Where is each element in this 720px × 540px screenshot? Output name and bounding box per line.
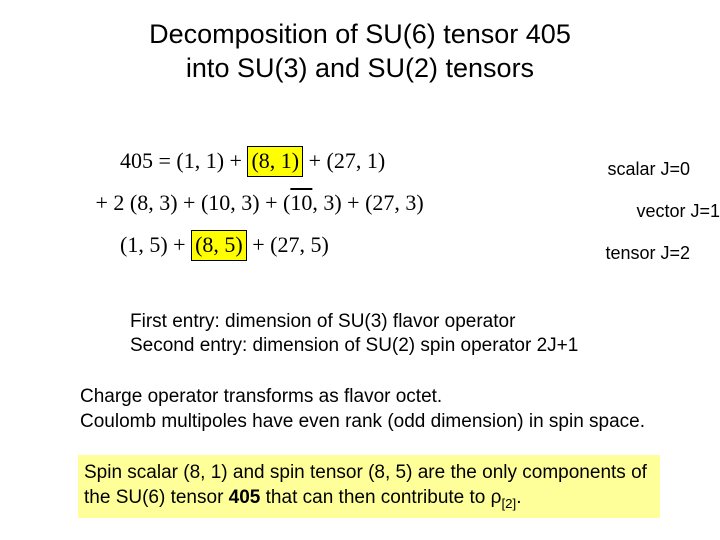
eq0-highlight: (8, 1) xyxy=(247,146,303,177)
equation-line-1: + 2 (8, 3) + (10, 3) + (10, 3) + (27, 3)… xyxy=(90,182,700,224)
equation-line-2: (1, 5) + (8, 5) + (27, 5) tensor J=2 xyxy=(120,224,700,266)
concl-mid: that can then contribute to xyxy=(260,487,490,508)
concl-end: . xyxy=(516,487,521,508)
slide-title: Decomposition of SU(6) tensor 405 into S… xyxy=(0,0,720,86)
title-line-2: into SU(3) and SU(2) tensors xyxy=(186,53,534,83)
concl-sub: [2] xyxy=(501,495,516,510)
eq0-post: + (27, 1) xyxy=(303,148,385,173)
explain-line-2: Second entry: dimension of SU(2) spin op… xyxy=(130,334,578,358)
charge-note: Charge operator transforms as flavor oct… xyxy=(80,385,645,434)
j-label-2: tensor J=2 xyxy=(605,232,690,274)
charge-line-1: Charge operator transforms as flavor oct… xyxy=(80,385,645,410)
equation-block: 405 = (1, 1) + (8, 1) + (27, 1) scalar J… xyxy=(120,140,700,266)
conclusion-box: Spin scalar (8, 1) and spin tensor (8, 5… xyxy=(78,455,660,518)
eq1-pre: + 2 (8, 3) + (10, 3) + (10, 3) + (27, 3) xyxy=(96,190,424,215)
eq2-highlight: (8, 5) xyxy=(191,230,247,261)
charge-line-2: Coulomb multipoles have even rank (odd d… xyxy=(80,410,645,435)
eq2-pre: (1, 5) + xyxy=(120,232,191,257)
title-line-1: Decomposition of SU(6) tensor 405 xyxy=(149,19,571,49)
equation-line-0: 405 = (1, 1) + (8, 1) + (27, 1) scalar J… xyxy=(120,140,700,182)
concl-bold: 405 xyxy=(229,487,261,508)
eq0-pre: 405 = (1, 1) + xyxy=(120,148,247,173)
entry-explanation: First entry: dimension of SU(3) flavor o… xyxy=(130,310,578,358)
concl-rho: ρ xyxy=(491,487,502,508)
eq2-post: + (27, 5) xyxy=(247,232,329,257)
explain-line-1: First entry: dimension of SU(3) flavor o… xyxy=(130,310,578,334)
